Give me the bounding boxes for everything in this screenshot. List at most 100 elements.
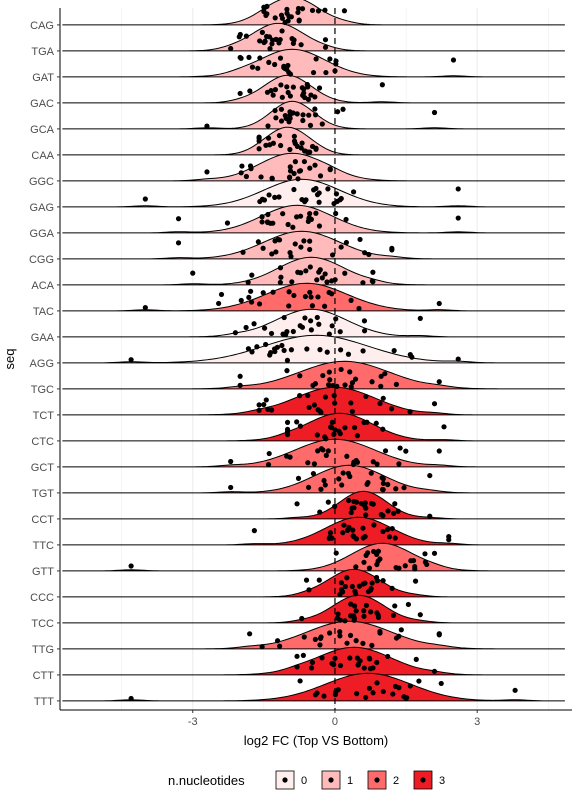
- data-point: [278, 82, 283, 87]
- data-point: [413, 579, 418, 584]
- ridge-gtt: [62, 543, 565, 571]
- data-point: [278, 265, 283, 270]
- data-point: [403, 563, 408, 568]
- data-point: [342, 271, 347, 276]
- data-point: [362, 665, 367, 670]
- data-point: [320, 373, 325, 378]
- data-point: [351, 189, 356, 194]
- data-point: [287, 289, 292, 294]
- data-point: [294, 419, 299, 424]
- data-point: [249, 299, 254, 304]
- data-point: [385, 654, 390, 659]
- data-point: [339, 482, 344, 487]
- data-point: [305, 84, 310, 89]
- data-point: [259, 214, 264, 219]
- data-point: [238, 91, 243, 96]
- data-point: [278, 143, 283, 148]
- y-tick-label: TGT: [32, 488, 54, 500]
- data-point: [317, 642, 322, 647]
- data-point: [451, 57, 456, 62]
- data-point: [383, 448, 388, 453]
- data-point: [238, 56, 243, 61]
- data-point: [263, 13, 268, 18]
- data-point: [323, 271, 328, 276]
- data-point: [369, 501, 374, 506]
- data-point: [303, 268, 308, 273]
- data-point: [314, 56, 319, 61]
- data-point: [315, 315, 320, 320]
- data-point: [272, 62, 277, 67]
- data-point: [284, 368, 289, 373]
- data-point: [266, 60, 271, 65]
- data-point: [369, 471, 374, 476]
- y-tick-label: CCC: [30, 592, 54, 604]
- y-tick-label: AGG: [30, 358, 54, 370]
- data-point: [328, 167, 333, 172]
- data-point: [277, 644, 282, 649]
- data-point: [401, 485, 406, 490]
- y-tick-label: TTC: [33, 540, 54, 552]
- data-point: [391, 613, 396, 618]
- data-point: [345, 528, 350, 533]
- data-point: [335, 109, 340, 114]
- data-point: [437, 448, 442, 453]
- data-point: [246, 280, 251, 285]
- data-point: [326, 500, 331, 505]
- y-tick-label: TAC: [33, 306, 54, 318]
- data-point: [307, 239, 312, 244]
- data-point: [302, 634, 307, 639]
- legend-dot: [328, 777, 333, 782]
- data-point: [353, 377, 358, 382]
- data-point: [362, 328, 367, 333]
- legend-label: 1: [347, 775, 353, 787]
- data-point: [342, 618, 347, 623]
- data-point: [285, 420, 290, 425]
- data-point: [273, 15, 278, 20]
- data-point: [309, 217, 314, 222]
- data-point: [248, 289, 253, 294]
- data-point: [323, 394, 328, 399]
- data-point: [365, 550, 370, 555]
- data-point: [307, 166, 312, 171]
- y-tick-label: GAT: [32, 72, 54, 84]
- data-point: [261, 290, 266, 295]
- data-point: [289, 347, 294, 352]
- x-tick-labels: -3 0 3: [188, 710, 480, 728]
- x-tick-label: -3: [188, 716, 198, 728]
- data-point: [297, 373, 302, 378]
- y-tick-label: CTT: [33, 670, 55, 682]
- data-point: [285, 427, 290, 432]
- data-point: [282, 315, 287, 320]
- data-point: [355, 433, 360, 438]
- data-point: [441, 424, 446, 429]
- data-point: [266, 462, 271, 467]
- data-point: [354, 500, 359, 505]
- legend-dot: [374, 777, 379, 782]
- data-point: [432, 110, 437, 115]
- legend-title: n.nucleotides: [168, 773, 245, 788]
- data-point: [323, 37, 328, 42]
- data-point: [432, 401, 437, 406]
- x-tick-label: 0: [332, 716, 338, 728]
- data-point: [257, 55, 262, 60]
- y-tick-label: GCT: [31, 462, 55, 474]
- data-point: [427, 514, 432, 519]
- data-point: [289, 279, 294, 284]
- data-point: [315, 294, 320, 299]
- data-point: [348, 400, 353, 405]
- data-point: [390, 691, 395, 696]
- data-point: [362, 318, 367, 323]
- data-point: [282, 20, 287, 25]
- data-point: [342, 382, 347, 387]
- data-point: [279, 343, 284, 348]
- data-point: [344, 240, 349, 245]
- data-point: [354, 638, 359, 643]
- data-point: [343, 217, 348, 222]
- data-point: [377, 556, 382, 561]
- data-point: [273, 115, 278, 120]
- data-point: [327, 534, 332, 539]
- data-point: [337, 629, 342, 634]
- data-point: [310, 144, 315, 149]
- data-point: [265, 212, 270, 217]
- data-point: [260, 219, 265, 224]
